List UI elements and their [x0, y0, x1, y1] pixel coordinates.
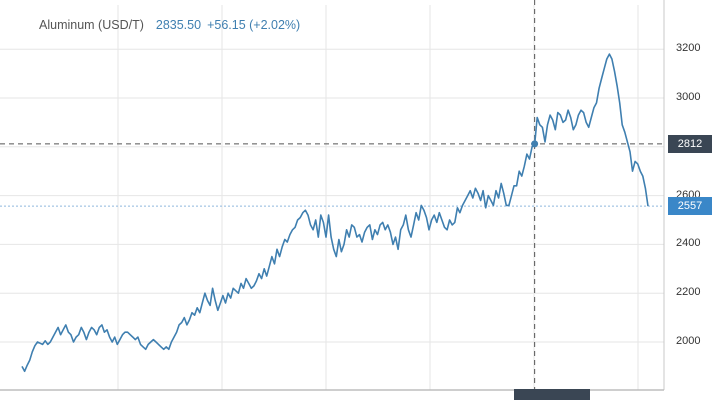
crosshair-point — [531, 140, 539, 148]
legend-price: 2835.50 — [155, 18, 202, 32]
legend-series-name: Aluminum (USD/T) — [39, 18, 144, 32]
last-price-tag: 2557 — [668, 197, 712, 216]
legend-change: +56.15 (+2.02%) — [207, 18, 301, 32]
y-tick-label: 3200 — [676, 42, 701, 55]
y-tick-label: 2200 — [676, 286, 701, 299]
crosshair-price-tag: 2812 — [668, 134, 712, 153]
y-tick-label: 2400 — [676, 237, 701, 250]
y-tick-label: 2000 — [676, 335, 701, 347]
grid-lines — [0, 5, 664, 390]
y-tick-label: 3000 — [676, 91, 701, 103]
crosshair-date-tag — [514, 389, 590, 400]
series-line-aluminum — [21, 53, 649, 373]
chart-legend: Aluminum (USD/T) 2835.50 +56.15 (+2.02%) — [39, 18, 300, 32]
